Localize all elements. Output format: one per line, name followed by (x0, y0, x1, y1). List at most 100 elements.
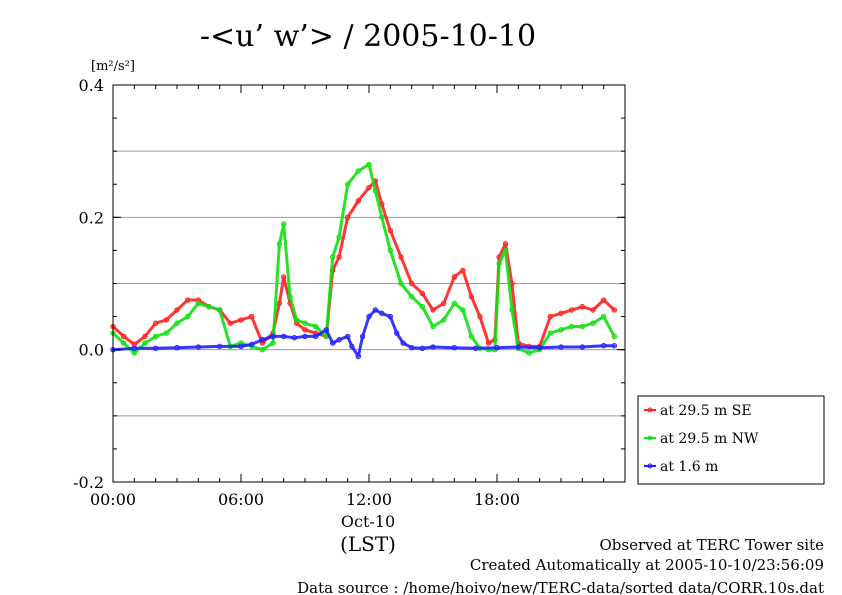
data-point (184, 297, 191, 303)
data-point (547, 330, 554, 336)
data-point (259, 337, 266, 343)
legend: at 29.5 m SE at 29.5 m NW at 1.6 m (637, 395, 825, 485)
data-point (120, 340, 127, 346)
data-point (163, 330, 170, 336)
data-point (270, 333, 276, 340)
data-point (344, 181, 351, 187)
data-point (408, 344, 415, 351)
data-point (174, 320, 180, 326)
data-point (302, 333, 308, 340)
data-point (330, 340, 336, 346)
data-point (600, 313, 607, 320)
data-point (152, 320, 159, 326)
data-point (174, 307, 180, 313)
x-axis-label: (LST) (340, 532, 396, 556)
data-point (547, 313, 554, 320)
data-point (472, 345, 479, 352)
data-point (611, 307, 618, 313)
footer-site-text: Observed at TERC Tower site (599, 536, 824, 554)
data-point (372, 188, 379, 194)
data-point (460, 307, 466, 313)
legend-marker (647, 407, 653, 413)
data-point (355, 198, 362, 204)
series-line (111, 308, 616, 358)
data-point (152, 345, 159, 352)
data-point (398, 254, 404, 260)
data-point (336, 254, 342, 260)
data-point (558, 310, 564, 316)
chart-title: -<u’ w’> / 2005-10-10 (200, 19, 536, 54)
data-point (344, 214, 351, 221)
data-point (372, 307, 379, 313)
data-point (302, 320, 308, 326)
data-point (195, 300, 202, 307)
data-point (216, 307, 223, 313)
x-tick-label: 06:00 (218, 490, 264, 509)
data-point (451, 344, 458, 351)
y-tick-label: 0.2 (79, 208, 104, 227)
data-point (419, 303, 426, 310)
data-point (206, 303, 212, 310)
legend-marker (647, 435, 653, 441)
data-point (248, 313, 255, 320)
data-point (430, 344, 436, 350)
data-point (494, 344, 500, 351)
data-point (312, 323, 319, 330)
data-point (227, 320, 234, 326)
data-point (131, 345, 138, 352)
data-point (502, 241, 509, 247)
data-point (502, 247, 509, 254)
data-point (336, 234, 342, 240)
series-layer (110, 161, 618, 359)
data-point (379, 310, 385, 316)
data-point (163, 317, 170, 323)
data-point (248, 341, 255, 348)
data-point (430, 307, 436, 313)
data-point (152, 333, 159, 340)
y-tick-label: 0.0 (79, 341, 104, 360)
data-point (238, 317, 244, 323)
x-axis-date-label: Oct-10 (341, 512, 395, 531)
data-point (600, 297, 607, 303)
legend-box (637, 395, 825, 485)
data-point (276, 300, 283, 307)
data-point (398, 280, 404, 287)
legend-label: at 29.5 m NW (660, 431, 759, 447)
data-point (579, 303, 586, 310)
data-point (600, 342, 607, 349)
data-point (184, 313, 191, 320)
data-point (451, 274, 458, 280)
data-point (323, 327, 330, 333)
gridlines (113, 150, 625, 417)
data-point (440, 300, 447, 307)
data-point (468, 333, 475, 340)
legend-label: at 29.5 m SE (660, 403, 752, 419)
data-point (238, 343, 244, 350)
data-point (366, 184, 372, 191)
data-point (349, 343, 355, 350)
data-point (468, 294, 475, 300)
data-point (270, 340, 276, 346)
data-point (400, 340, 406, 346)
data-point (579, 344, 586, 350)
y-tick-label: -0.2 (73, 473, 104, 492)
data-point (440, 317, 447, 323)
y-axis-unit-label: [m²/s²] (91, 59, 135, 74)
data-point (485, 340, 492, 346)
data-point (408, 294, 415, 300)
data-point (366, 161, 372, 168)
data-point (195, 344, 202, 350)
data-point (379, 214, 385, 221)
x-tick-label: 18:00 (474, 490, 520, 509)
data-point (590, 320, 596, 326)
data-point (291, 335, 298, 341)
data-point (387, 247, 394, 254)
data-point (387, 227, 394, 234)
data-point (394, 330, 400, 336)
data-point (174, 344, 180, 351)
data-point (451, 300, 458, 307)
data-point (142, 340, 148, 346)
data-point (344, 333, 351, 340)
data-point (419, 290, 426, 297)
data-point (293, 317, 300, 323)
